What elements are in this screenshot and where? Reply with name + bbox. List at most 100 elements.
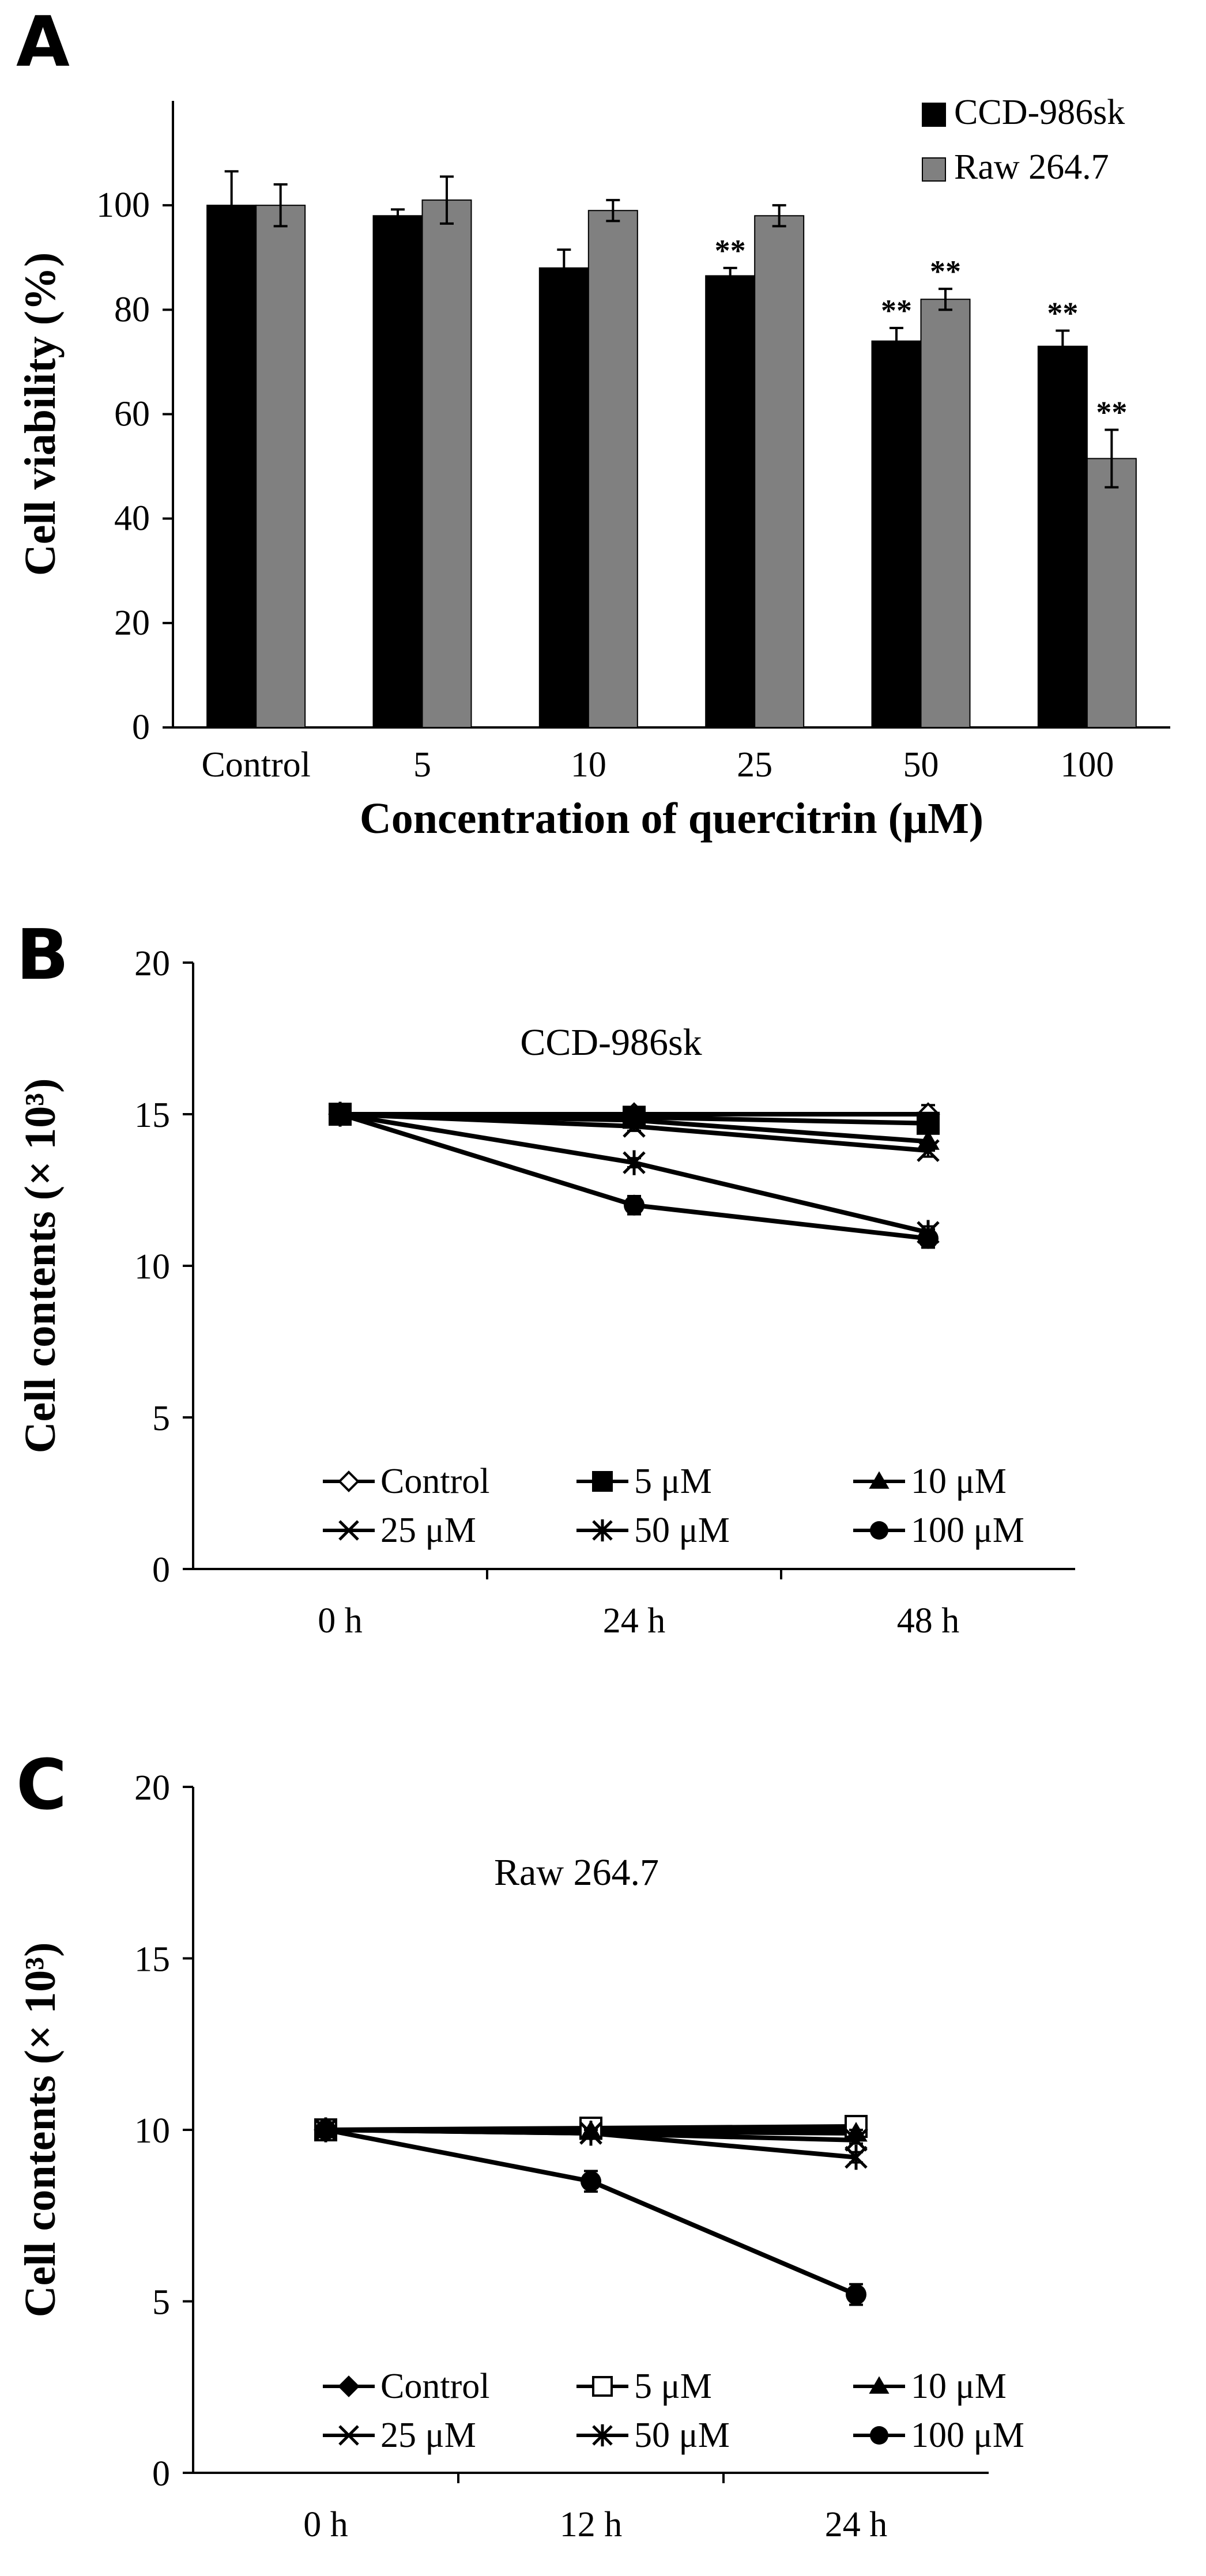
legend-marker-5-m-shape (592, 2376, 613, 2397)
legend-marker-25-m-stroke-b (338, 2425, 359, 2446)
x-tick-label: 24 h (825, 2505, 888, 2544)
significance-marker: ** (1047, 296, 1078, 331)
y-tick-label: 60 (114, 395, 150, 434)
significance-marker: ** (930, 254, 961, 289)
legend-marker-25-m (338, 1520, 359, 1541)
legend-marker-control-shape (338, 1470, 360, 1492)
legend-marker-5-m-shape (592, 1471, 613, 1492)
legend-label-25-m: 25 μM (380, 2416, 476, 2455)
bar-raw-264-7-control (255, 205, 306, 728)
line-chart-ccd-986sk: 0 5 10 15 20 0 h 24 h 48 h CCD-986sk Control 5 μM 1… (16, 944, 1075, 1640)
significance-marker: ** (715, 233, 746, 268)
legend-label-control: Control (380, 1462, 489, 1501)
x-tick-label: 0 h (303, 2505, 348, 2544)
legend-label-ccd-986sk: CCD-986sk (954, 93, 1125, 132)
y-axis-title: Cell viability (%) (16, 252, 65, 576)
legend-label-10-m: 10 μM (911, 1462, 1007, 1501)
legend-label-25-m: 25 μM (380, 1511, 476, 1550)
significance-marker: ** (1096, 395, 1127, 430)
bar-ccd-986sk-100 (1037, 345, 1088, 728)
legend-marker-10-m-shape (869, 2376, 890, 2394)
x-tick-label: 50 (903, 745, 939, 785)
x-tick-label: Control (201, 745, 310, 785)
y-tick-label: 0 (132, 708, 150, 747)
legend-marker-25-m (338, 2425, 359, 2446)
point-100-m-shape (581, 2171, 601, 2192)
bar-chart-cell-viability: 0 20 40 60 80 100 Control 5 10 25 ** 50 ** ** 100 ** ** C… (16, 93, 1170, 843)
point-10-m-shape (623, 1108, 646, 1129)
y-tick-label: 20 (134, 944, 170, 983)
legend-marker-control (338, 1470, 360, 1492)
point-25-m-stroke-b (845, 2129, 868, 2152)
point-50-m (845, 2145, 868, 2170)
panel-label-a: A (16, 2, 70, 82)
point-50-m (623, 1150, 646, 1175)
legend-label-control: Control (380, 2367, 489, 2406)
y-axis-title: Cell contents (× 10³) (16, 1078, 65, 1454)
legend-marker-control-shape (338, 2375, 360, 2397)
legend-marker-100-m (870, 2426, 888, 2445)
y-tick-label: 100 (96, 186, 150, 225)
bar-ccd-986sk-5 (372, 215, 423, 728)
point-10-m (623, 1108, 646, 1129)
y-tick-label: 40 (114, 499, 150, 538)
bar-ccd-986sk-control (206, 205, 257, 728)
x-tick-label: 0 h (318, 1601, 363, 1640)
line-100-m (325, 2128, 857, 2297)
y-tick-label: 15 (134, 1940, 170, 1979)
bar-raw-264-7-25 (754, 215, 805, 728)
bar-ccd-986sk-10 (538, 267, 589, 729)
point-100-m-shape (846, 2284, 866, 2305)
y-axis-title: Cell contents (× 10³) (16, 1943, 65, 2318)
point-100-m (624, 1194, 645, 1216)
point-100-m (581, 2171, 601, 2192)
legend-label-10-m: 10 μM (911, 2367, 1007, 2406)
point-100-m (315, 2119, 336, 2140)
legend-marker-25-m-stroke-b (338, 1520, 359, 1541)
point-25-m (845, 2129, 868, 2152)
legend-marker-100-m (870, 1521, 888, 1540)
legend-label-100-m: 100 μM (911, 1511, 1024, 1550)
point-100-m-shape (624, 1194, 645, 1216)
legend-marker-10-m (869, 1471, 890, 1489)
point-100-m-shape (918, 1228, 939, 1249)
y-tick-label: 20 (134, 1768, 170, 1808)
x-tick-label: 12 h (560, 2505, 623, 2544)
bar-raw-264-7-100 (1086, 458, 1137, 729)
y-tick-label: 5 (152, 1399, 170, 1438)
x-tick-label: 100 (1060, 745, 1114, 785)
x-tick-label: 48 h (897, 1601, 960, 1640)
legend-marker-50-m (592, 2424, 613, 2447)
x-tick-label: 25 (737, 745, 772, 785)
chart-title: CCD-986sk (520, 1021, 702, 1063)
y-tick-label: 15 (134, 1096, 170, 1135)
legend-label-raw-264-7: Raw 264.7 (954, 148, 1109, 187)
legend-marker-5-m (592, 1471, 613, 1492)
bar-ccd-986sk-50 (871, 340, 922, 728)
point-100-m (846, 2284, 866, 2305)
chart-title: Raw 264.7 (494, 1851, 659, 1894)
bar-raw-264-7-5 (421, 199, 472, 728)
legend-marker-50-m (592, 1519, 613, 1542)
point-100-m (330, 1104, 351, 1125)
legend-swatch-ccd-986sk (922, 103, 946, 127)
panel-label-c: C (16, 1745, 67, 1826)
point-25-m-stroke-b (623, 1115, 646, 1138)
x-tick-label: 24 h (603, 1601, 666, 1640)
legend-marker-5-m (592, 2376, 613, 2397)
line-chart-raw-264-7: 0 5 10 15 20 0 h 12 h 24 h Raw 264.7 Control 5 μM 1… (16, 1768, 1024, 2544)
point-25-m (623, 1115, 646, 1138)
legend-marker-100-m-shape (870, 1521, 888, 1540)
point-25-m-stroke-b (917, 1139, 940, 1162)
point-100-m-shape (330, 1104, 351, 1125)
bar-raw-264-7-10 (587, 210, 638, 729)
legend-label-100-m: 100 μM (911, 2416, 1024, 2455)
point-100-m (918, 1228, 939, 1249)
legend-marker-100-m-shape (870, 2426, 888, 2445)
x-tick-label: 5 (413, 745, 431, 785)
y-tick-label: 10 (134, 2111, 170, 2151)
y-tick-label: 80 (114, 290, 150, 329)
significance-marker: ** (881, 293, 912, 328)
x-tick-label: 10 (571, 745, 606, 785)
legend-label-5-m: 5 μM (634, 2367, 712, 2406)
